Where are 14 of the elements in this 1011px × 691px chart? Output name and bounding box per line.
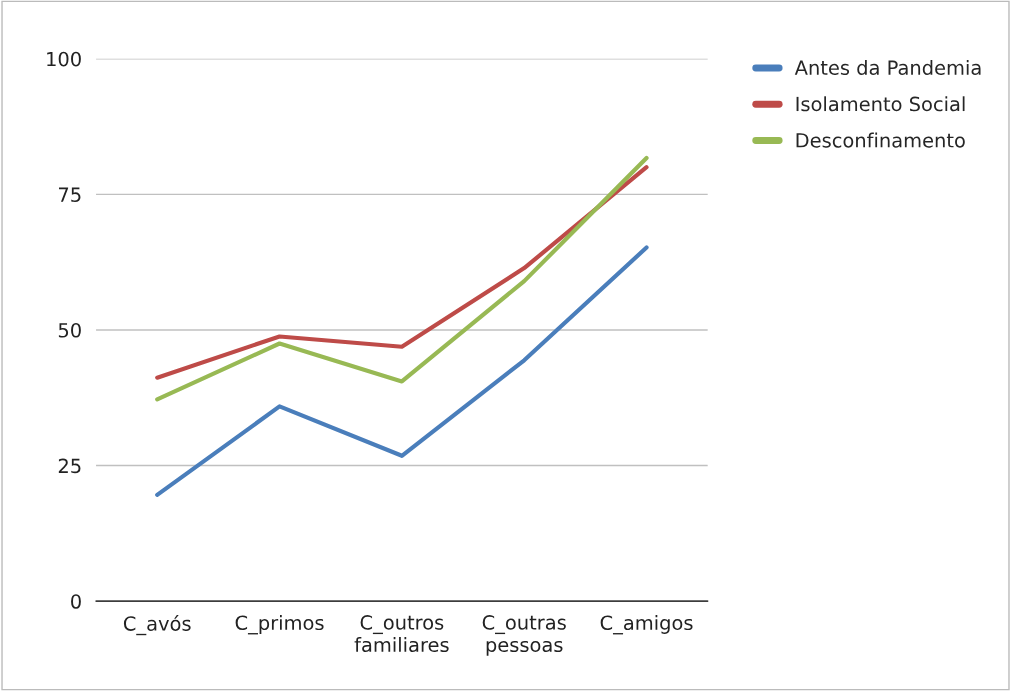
x-tick-label: C_avós: [123, 615, 191, 636]
x-tick-label: C_outras pessoas: [482, 615, 566, 656]
legend-label: Isolamento Social: [796, 96, 965, 112]
legend-label: Antes da Pandemia: [794, 59, 981, 76]
x-tick-label: C_primos: [235, 615, 324, 635]
line-series: [155, 245, 649, 497]
y-tick-label: 50: [58, 322, 81, 338]
x-tick-label: C_outros familiares: [354, 615, 449, 653]
y-tick-label: 0: [71, 594, 81, 609]
legend-label: Desconfinamento: [796, 132, 965, 148]
y-tick-label: 75: [59, 187, 81, 203]
y-tick-label: 25: [58, 458, 81, 474]
y-tick-label: 100: [47, 51, 81, 67]
x-tick-label: C_amigos: [600, 615, 693, 635]
